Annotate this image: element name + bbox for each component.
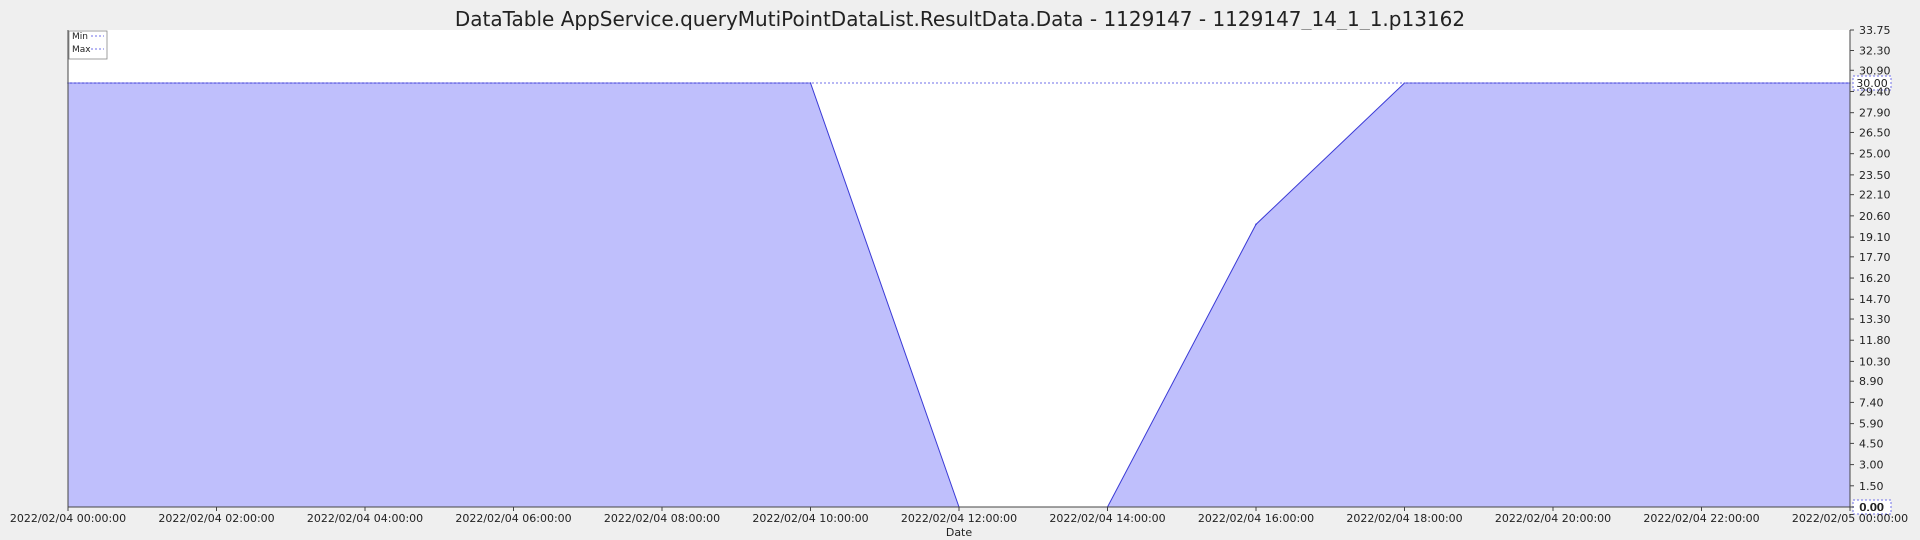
y-tick-label: 1.50 (1859, 480, 1884, 493)
x-tick-label: 2022/02/04 14:00:00 (1049, 512, 1165, 525)
y-tick-label: 30.90 (1859, 64, 1891, 77)
x-tick-label: 2022/02/04 00:00:00 (10, 512, 126, 525)
x-tick-label: 2022/02/04 20:00:00 (1495, 512, 1611, 525)
data-point (1255, 223, 1257, 226)
y-tick-label: 20.60 (1859, 210, 1891, 223)
max-value-marker (1852, 75, 1892, 91)
chart-title: DataTable AppService.queryMutiPointDataL… (455, 7, 1465, 31)
y-tick-label: 5.90 (1859, 418, 1884, 431)
x-tick-label: 2022/02/04 02:00:00 (158, 512, 274, 525)
area-fill (68, 83, 1850, 507)
y-tick-label: 14.70 (1859, 293, 1891, 306)
x-tick-label: 2022/02/04 04:00:00 (307, 512, 423, 525)
y-tick-label: 16.20 (1859, 272, 1891, 285)
x-tick-label: 2022/02/04 06:00:00 (455, 512, 571, 525)
x-tick-label: 2022/02/04 18:00:00 (1346, 512, 1462, 525)
y-tick-label: 29.40 (1859, 85, 1891, 98)
y-tick-label: 26.50 (1859, 126, 1891, 139)
y-tick-label: 17.70 (1859, 251, 1891, 264)
y-tick-label: 0.00 (1859, 501, 1884, 514)
y-tick-label: 8.90 (1859, 375, 1884, 388)
y-tick-label: 32.30 (1859, 44, 1891, 57)
x-axis-label: Date (946, 526, 973, 539)
legend-label-min: Min (72, 32, 88, 42)
legend-label-max: Max (72, 45, 91, 55)
y-tick-label: 22.10 (1859, 189, 1891, 202)
y-tick-label: 10.30 (1859, 355, 1891, 368)
y-axis-ticks: 0.00 1.50 3.00 4.50 5.90 7.40 8.90 10.30 11.80 13… (1850, 24, 1891, 514)
y-tick-label: 19.10 (1859, 231, 1891, 244)
x-axis-ticks: 2022/02/04 00:00:00 2022/02/04 02:00:00 20… (10, 507, 1908, 525)
max-value-label: 30.00 (1856, 77, 1888, 90)
x-tick-label: 2022/02/04 16:00:00 (1198, 512, 1314, 525)
x-tick-label: 2022/02/04 10:00:00 (752, 512, 868, 525)
x-tick-label: 2022/02/05 00:00:00 (1792, 512, 1908, 525)
min-value-label: 0.00 (1860, 501, 1885, 514)
x-tick-label: 2022/02/04 12:00:00 (901, 512, 1017, 525)
y-tick-label: 4.50 (1859, 437, 1884, 450)
y-tick-label: 11.80 (1859, 334, 1891, 347)
x-tick-label: 2022/02/04 08:00:00 (604, 512, 720, 525)
legend: Min Max (68, 30, 108, 60)
y-tick-label: 27.90 (1859, 107, 1891, 120)
x-tick-label: 2022/02/04 22:00:00 (1643, 512, 1759, 525)
data-point (809, 82, 812, 84)
y-tick-label: 25.00 (1859, 148, 1891, 161)
y-tick-label: 13.30 (1859, 313, 1891, 326)
y-tick-label: 33.75 (1859, 24, 1891, 37)
y-tick-label: 23.50 (1859, 169, 1891, 182)
y-tick-label: 3.00 (1859, 459, 1884, 472)
y-tick-label: 7.40 (1859, 396, 1884, 409)
